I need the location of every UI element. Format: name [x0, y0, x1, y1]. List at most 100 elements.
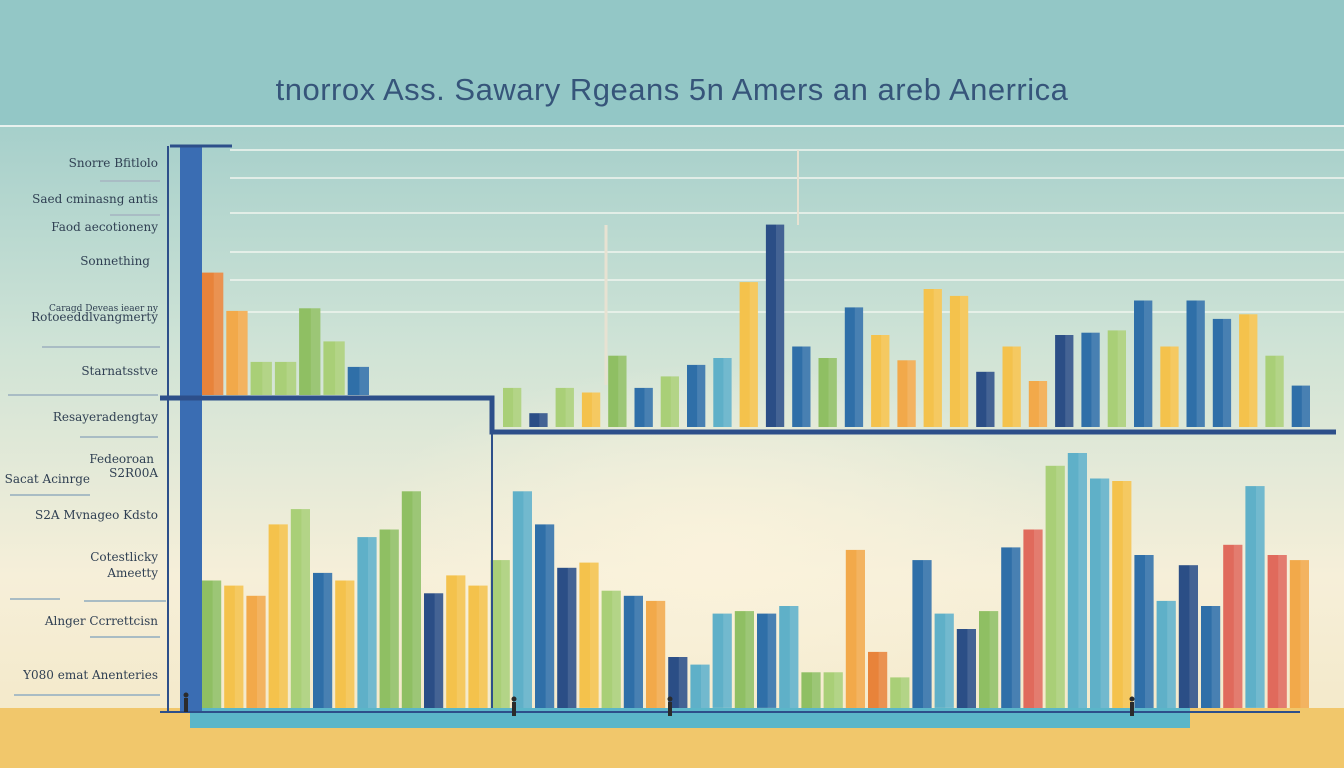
bar	[1291, 385, 1310, 427]
bar-highlight	[1065, 335, 1074, 427]
bar	[1090, 478, 1110, 708]
bar	[1028, 381, 1048, 427]
bar-highlight	[767, 613, 777, 708]
bar	[1081, 332, 1100, 427]
bar-highlight	[1300, 560, 1309, 708]
bar-highlight	[368, 537, 377, 708]
bar	[202, 272, 224, 395]
side-label: Rotoeeddlvangmerty	[31, 310, 158, 324]
bar	[1212, 318, 1232, 427]
side-label: Ameetty	[107, 566, 158, 580]
side-label: Sonnething	[80, 254, 150, 268]
bar	[250, 361, 272, 395]
bar	[949, 295, 969, 427]
bar	[979, 611, 999, 708]
bar-highlight	[1012, 346, 1021, 427]
bar-highlight	[238, 310, 248, 396]
bar	[1186, 300, 1205, 427]
bar-highlight	[670, 376, 679, 427]
bar-highlight	[513, 387, 522, 427]
bar	[246, 595, 266, 708]
bar-highlight	[359, 366, 369, 395]
bar	[868, 651, 888, 708]
side-label: Fedeoroan	[89, 452, 154, 466]
bar-highlight	[262, 361, 272, 395]
bar-highlight	[335, 341, 345, 395]
bar	[1156, 600, 1176, 708]
bar-highlight	[656, 600, 666, 708]
bar	[734, 611, 754, 708]
bar	[226, 310, 248, 396]
side-label: Y080 emat Anenteries	[23, 668, 158, 682]
bar	[274, 361, 297, 395]
bar	[535, 524, 555, 708]
side-label: Resayeradengtay	[52, 410, 158, 424]
bar-highlight	[501, 560, 510, 708]
side-label: Sacat Acinrge	[4, 472, 90, 486]
bar	[323, 341, 345, 395]
side-label: Caragd Deveas ieaer ny	[48, 304, 158, 314]
bar	[690, 664, 710, 708]
bar	[313, 572, 333, 709]
upper-right-bars	[503, 224, 1310, 427]
bar	[668, 657, 688, 708]
bar-highlight	[412, 491, 421, 709]
bar	[268, 524, 288, 708]
bar-highlight	[1034, 529, 1043, 708]
bar-highlight	[644, 387, 653, 427]
bar-highlight	[878, 651, 888, 708]
bar-highlight	[345, 580, 355, 708]
upper-shelf	[160, 395, 1336, 435]
bar-highlight	[1117, 330, 1126, 427]
bar-highlight	[323, 572, 333, 709]
bar	[1239, 314, 1258, 427]
bar-highlight	[989, 611, 999, 708]
bar-highlight	[1189, 565, 1198, 708]
bar-highlight	[565, 387, 574, 427]
side-label: S2R00A	[109, 466, 158, 480]
bar	[1160, 346, 1179, 427]
bar-highlight	[310, 308, 321, 395]
bar-highlight	[1222, 318, 1232, 427]
bar	[468, 585, 488, 708]
bar-highlight	[828, 358, 837, 427]
bar	[687, 364, 706, 427]
bar-highlight	[1278, 555, 1287, 708]
bar-highlight	[776, 224, 785, 427]
bar	[765, 224, 785, 427]
bar	[357, 537, 377, 708]
bar	[1267, 555, 1287, 708]
bar-highlight	[434, 593, 444, 709]
bar	[1223, 544, 1243, 708]
header-band	[0, 0, 1344, 126]
person-head	[183, 692, 189, 698]
bar	[290, 509, 310, 708]
bar	[555, 387, 574, 427]
bar	[801, 672, 821, 708]
bar-highlight	[789, 606, 799, 708]
side-label: Starnatsstve	[81, 364, 158, 378]
bar	[1067, 453, 1087, 708]
bar-highlight	[479, 585, 488, 708]
bar	[202, 580, 222, 708]
bar-highlight	[812, 672, 821, 708]
bar-highlight	[701, 664, 710, 708]
bar	[379, 529, 399, 708]
bar-highlight	[907, 360, 916, 427]
side-label: Saed cminasng antis	[32, 192, 158, 206]
bar-highlight	[545, 524, 555, 708]
bar	[579, 562, 599, 708]
bar-highlight	[390, 529, 399, 708]
bar-highlight	[802, 346, 811, 427]
bar-highlight	[723, 358, 732, 427]
axes	[160, 144, 1336, 713]
bar	[897, 360, 916, 427]
bar-highlight	[1011, 547, 1021, 709]
bar-highlight	[590, 562, 599, 708]
bar-highlight	[745, 611, 754, 708]
bar	[601, 590, 621, 708]
bar	[976, 371, 995, 427]
label-underline	[80, 436, 158, 438]
side-label: Snorre Bfitlolo	[68, 156, 158, 170]
bar	[823, 672, 843, 708]
